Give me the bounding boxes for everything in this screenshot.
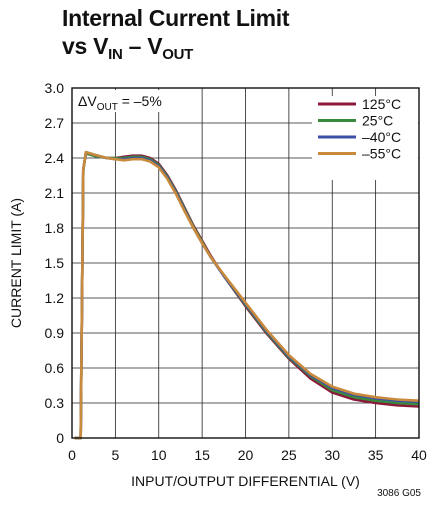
chart-title: Internal Current Limit vs VIN – VOUT	[62, 4, 290, 63]
x-tick-label: 25	[281, 447, 297, 463]
y-tick-label: 0.3	[45, 395, 65, 411]
x-axis-label: INPUT/OUTPUT DIFFERENTIAL (V)	[131, 473, 360, 489]
x-tick-label: 30	[324, 447, 340, 463]
title-subscript-out: OUT	[162, 46, 194, 63]
title-subscript-in: IN	[108, 46, 123, 63]
chart-title-line1: Internal Current Limit	[62, 5, 290, 31]
y-tick-label: 1.5	[45, 255, 65, 271]
x-tick-label: 15	[194, 447, 210, 463]
legend-label-3: –55°C	[362, 146, 401, 162]
y-tick-label: 2.1	[45, 185, 65, 201]
plot-frame	[71, 87, 420, 439]
chart-title-line2: vs VIN – VOUT	[62, 32, 289, 63]
y-tick-label: 3.0	[45, 80, 65, 96]
x-tick-label: 0	[68, 447, 76, 463]
y-tick-label: 1.8	[45, 220, 65, 236]
x-tick-label: 5	[111, 447, 119, 463]
y-tick-label: 0.6	[45, 360, 65, 376]
annotation-background	[74, 90, 178, 112]
y-tick-label: 0	[56, 430, 64, 446]
title-text: vs V	[62, 33, 109, 59]
title-text-mid: – V	[122, 33, 163, 59]
y-tick-label: 2.7	[45, 115, 65, 131]
x-tick-label: 10	[151, 447, 167, 463]
y-tick-label: 2.4	[45, 150, 65, 166]
y-axis-label: CURRENT LIMIT (A)	[8, 198, 24, 328]
x-tick-label: 40	[411, 447, 427, 463]
y-tick-label: 1.2	[45, 290, 65, 306]
x-tick-label: 35	[368, 447, 384, 463]
legend-label-1: 25°C	[362, 113, 393, 129]
legend-label-2: –40°C	[362, 129, 401, 145]
annotation-text: ΔVOUT = –5%	[78, 93, 162, 113]
x-tick-label: 20	[238, 447, 254, 463]
legend-label-0: 125°C	[362, 96, 401, 112]
figure-id: 3086 G05	[377, 488, 421, 499]
y-tick-label: 0.9	[45, 325, 65, 341]
series-line-3	[74, 150, 420, 440]
